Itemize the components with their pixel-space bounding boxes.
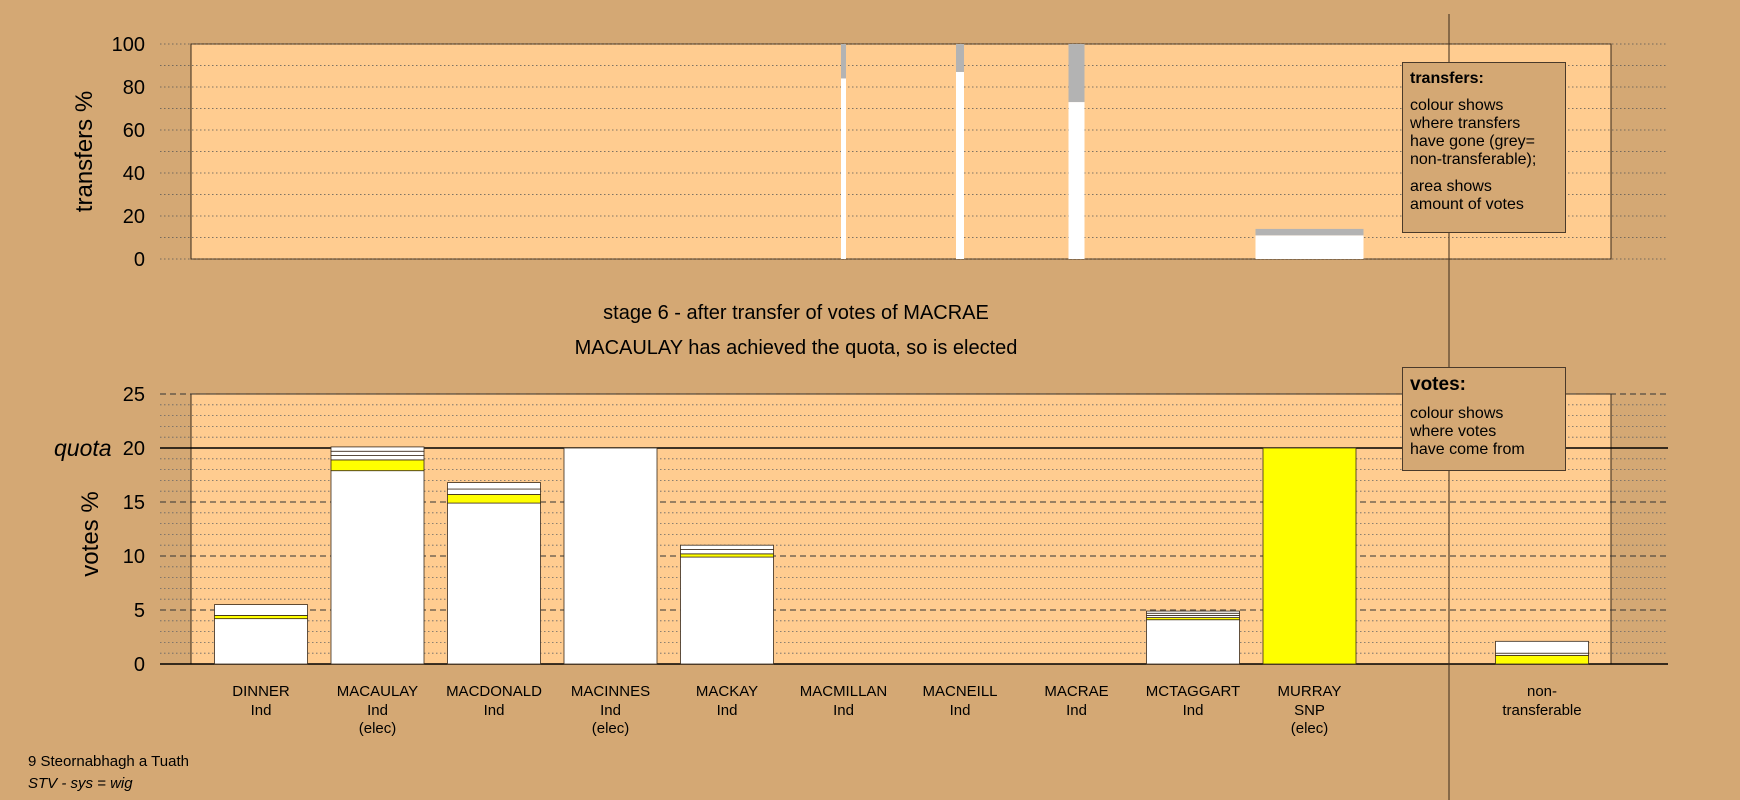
candidate-party-label: Ind: [717, 702, 738, 719]
non-transferable-label-line2: transferable: [1502, 702, 1581, 719]
vote-bar-segment: [680, 553, 774, 558]
transfers-legend: transfers: colour shows where transfers …: [1402, 62, 1566, 233]
votes-y-tick-label: 10: [123, 546, 145, 568]
transfers-y-tick-label: 100: [112, 34, 145, 56]
candidate-status-label: (elec): [1291, 720, 1329, 737]
candidate-name-label: MACMILLAN: [800, 683, 888, 700]
candidate-name-label: MACAULAY: [337, 683, 418, 700]
votes-plot-area: [190, 393, 1612, 665]
system-label: STV - sys = wig: [28, 775, 133, 792]
candidate-name-label: MURRAY: [1278, 683, 1342, 700]
transfers-y-tick-label: 80: [123, 77, 145, 99]
candidate-status-label: (elec): [592, 720, 630, 737]
non-transferable-bar-segment: [1495, 654, 1589, 665]
vote-bar-segment: [1262, 447, 1357, 665]
constituency-label: 9 Steornabhagh a Tuath: [28, 753, 189, 770]
vote-bar-segment: [447, 502, 541, 665]
votes-legend-text: colour shows where votes have come from: [1410, 405, 1525, 458]
transfers-legend-text-colour: colour shows where transfers have gone (…: [1410, 97, 1537, 168]
candidate-party-label: Ind: [600, 702, 621, 719]
votes-y-axis-label: votes %: [77, 491, 104, 576]
transfers-y-tick-label: 40: [123, 163, 145, 185]
vote-bar-segment: [680, 556, 774, 665]
vote-bar-segment: [330, 455, 425, 461]
vote-bar-segment: [214, 604, 308, 616]
candidate-party-label: Ind: [950, 702, 971, 719]
stage-subtitle: MACAULAY has achieved the quota, so is e…: [575, 337, 1018, 359]
vote-bar-segment: [330, 459, 425, 472]
vote-bar-segment: [330, 450, 425, 456]
transfer-bar-transferable: [841, 78, 846, 260]
vote-bar-segment: [330, 446, 425, 452]
transfer-bar-non-transferable: [841, 44, 846, 79]
votes-legend: votes: colour shows where votes have com…: [1402, 367, 1566, 471]
candidate-name-label: MACNEILL: [922, 683, 997, 700]
vote-bar-segment: [1146, 619, 1240, 665]
vote-bar-segment: [447, 488, 541, 495]
candidate-name-label: MACRAE: [1044, 683, 1108, 700]
transfer-bar-non-transferable: [1068, 44, 1085, 103]
candidate-party-label: Ind: [1183, 702, 1204, 719]
candidate-party-label: Ind: [1066, 702, 1087, 719]
candidate-name-label: MCTAGGART: [1146, 683, 1240, 700]
quota-label: quota: [54, 435, 112, 461]
vote-bar-segment: [680, 544, 774, 550]
transfers-y-axis-label: transfers %: [71, 91, 98, 212]
vote-bar-segment: [1146, 610, 1240, 614]
stage-title: stage 6 - after transfer of votes of MAC…: [603, 302, 989, 324]
votes-y-tick-label: 15: [123, 492, 145, 514]
votes-legend-title: votes:: [1410, 374, 1466, 395]
transfers-legend-text-area: area shows amount of votes: [1410, 178, 1524, 213]
non-transferable-label-line1: non-: [1527, 683, 1557, 700]
vote-bar-segment: [680, 549, 774, 555]
transfers-y-tick-label: 0: [134, 249, 145, 271]
transfer-bar-transferable: [1255, 235, 1364, 259]
candidate-party-label: Ind: [251, 702, 272, 719]
candidate-status-label: (elec): [359, 720, 397, 737]
transfer-bar-transferable: [956, 71, 964, 259]
vote-bar-segment: [447, 494, 541, 504]
transfer-bar-transferable: [1068, 102, 1085, 259]
votes-y-tick-label: 20: [123, 438, 145, 460]
votes-y-tick-label: 0: [134, 654, 145, 676]
transfer-bar-non-transferable: [1255, 228, 1364, 236]
vote-bar-segment: [214, 615, 308, 620]
vote-bar-segment: [563, 447, 658, 665]
votes-y-tick-label: 25: [123, 384, 145, 406]
candidate-party-label: Ind: [367, 702, 388, 719]
vote-bar-segment: [447, 482, 541, 490]
candidate-party-label: SNP: [1294, 702, 1325, 719]
transfers-y-tick-label: 20: [123, 206, 145, 228]
candidate-party-label: Ind: [484, 702, 505, 719]
votes-y-tick-label: 5: [134, 600, 145, 622]
vote-bar-segment: [330, 470, 425, 665]
candidate-name-label: DINNER: [232, 683, 290, 700]
non-transferable-bar-segment: [1495, 640, 1589, 654]
transfers-legend-title: transfers:: [1410, 70, 1484, 87]
candidate-name-label: MACINNES: [571, 683, 650, 700]
candidate-party-label: Ind: [833, 702, 854, 719]
vote-bar-segment: [214, 618, 308, 665]
transfers-y-tick-label: 60: [123, 120, 145, 142]
candidate-name-label: MACKAY: [696, 683, 758, 700]
candidate-name-label: MACDONALD: [446, 683, 542, 700]
transfer-bar-non-transferable: [956, 44, 964, 72]
